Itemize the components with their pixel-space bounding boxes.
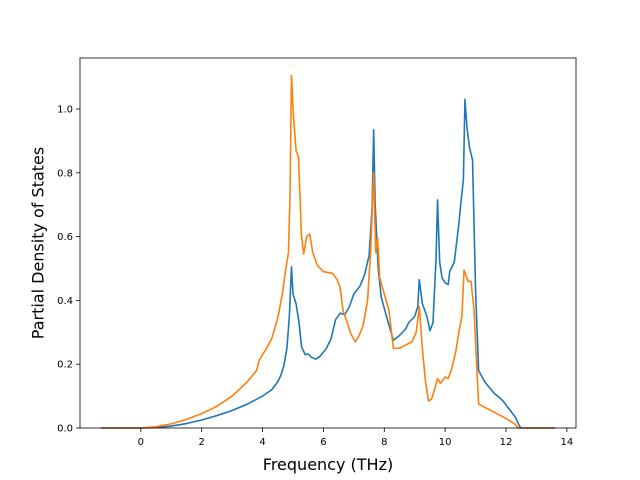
x-tick-label: 0 [138, 437, 144, 448]
x-tick-label: 14 [561, 437, 574, 448]
y-axis: 0.0 0.2 0.4 0.6 0.8 1.0 [57, 105, 80, 435]
x-tick-label: 8 [381, 437, 387, 448]
y-tick-label: 0.4 [57, 296, 73, 307]
y-tick-label: 0.0 [57, 424, 73, 435]
plot-frame [79, 57, 577, 429]
series-line-2 [101, 74, 555, 429]
x-axis-label: Frequency (THz) [263, 455, 393, 474]
x-tick-label: 10 [439, 437, 452, 448]
y-tick-label: 0.8 [57, 168, 73, 179]
series-line-1 [101, 98, 555, 429]
y-tick-label: 0.6 [57, 232, 73, 243]
x-tick-label: 12 [500, 437, 513, 448]
series-layer [101, 74, 555, 429]
y-axis-label: Partial Density of States [29, 147, 48, 339]
x-tick-label: 4 [259, 437, 265, 448]
x-axis: 0 2 4 6 8 10 12 14 [138, 428, 574, 448]
x-tick-label: 2 [199, 437, 205, 448]
x-tick-label: 6 [320, 437, 326, 448]
y-tick-label: 0.2 [57, 360, 73, 371]
y-tick-label: 1.0 [57, 105, 73, 116]
